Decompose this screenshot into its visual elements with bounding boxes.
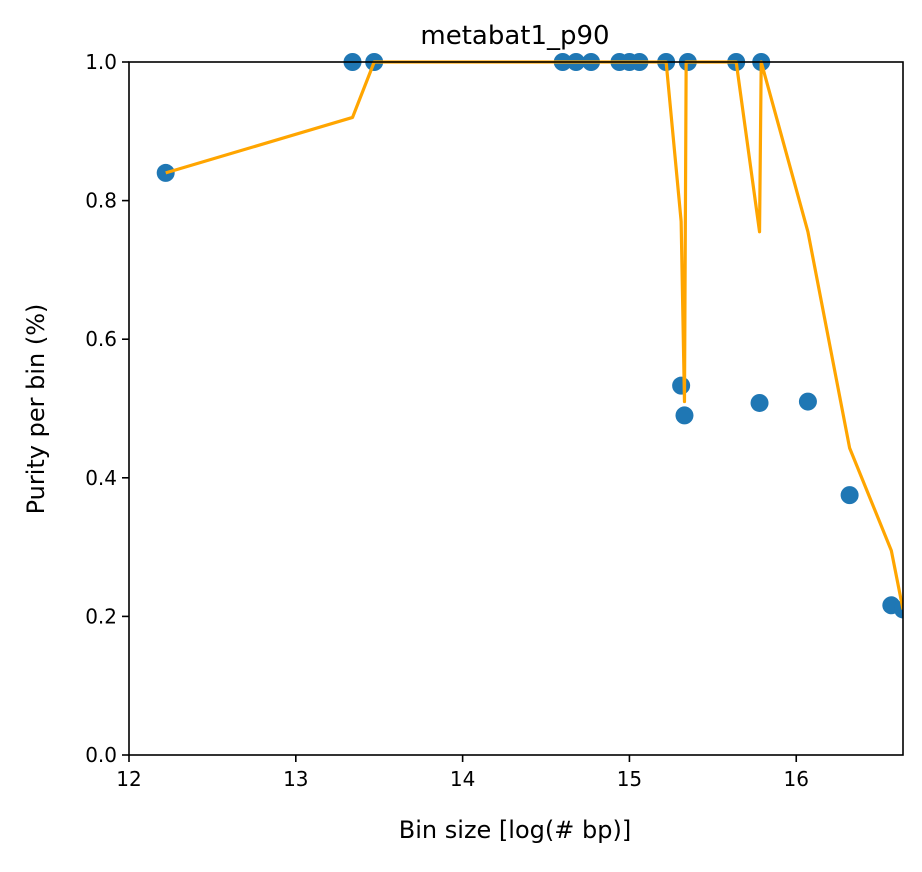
y-tick-label: 0.8 [85, 189, 117, 213]
y-tick-label: 0.2 [85, 604, 117, 628]
x-tick-label: 14 [450, 767, 475, 791]
scatter-point [840, 486, 859, 505]
x-tick-label: 16 [784, 767, 809, 791]
y-axis-label: Purity per bin (%) [22, 304, 50, 515]
plot-marks [156, 53, 903, 619]
x-tick-label: 12 [116, 767, 141, 791]
y-tick-label: 1.0 [85, 50, 117, 74]
x-tick-label: 13 [283, 767, 308, 791]
y-tick-label: 0.0 [85, 743, 117, 767]
scatter-point [156, 163, 175, 182]
scatter-point [750, 393, 769, 412]
scatter-point [798, 392, 817, 411]
chart-title: metabat1_p90 [420, 21, 609, 51]
trend-line [165, 60, 903, 610]
y-tick-label: 0.4 [85, 466, 117, 490]
plot-frame [128, 61, 904, 756]
scatter-point [675, 406, 694, 425]
y-tick-label: 0.6 [85, 327, 117, 351]
x-axis-label: Bin size [log(# bp)] [399, 816, 631, 844]
axes: 12 13 14 15 16 0.0 0.2 0.4 0.6 0.8 1.0 [85, 50, 904, 791]
scatter-point [672, 376, 691, 395]
x-tick-label: 15 [617, 767, 642, 791]
